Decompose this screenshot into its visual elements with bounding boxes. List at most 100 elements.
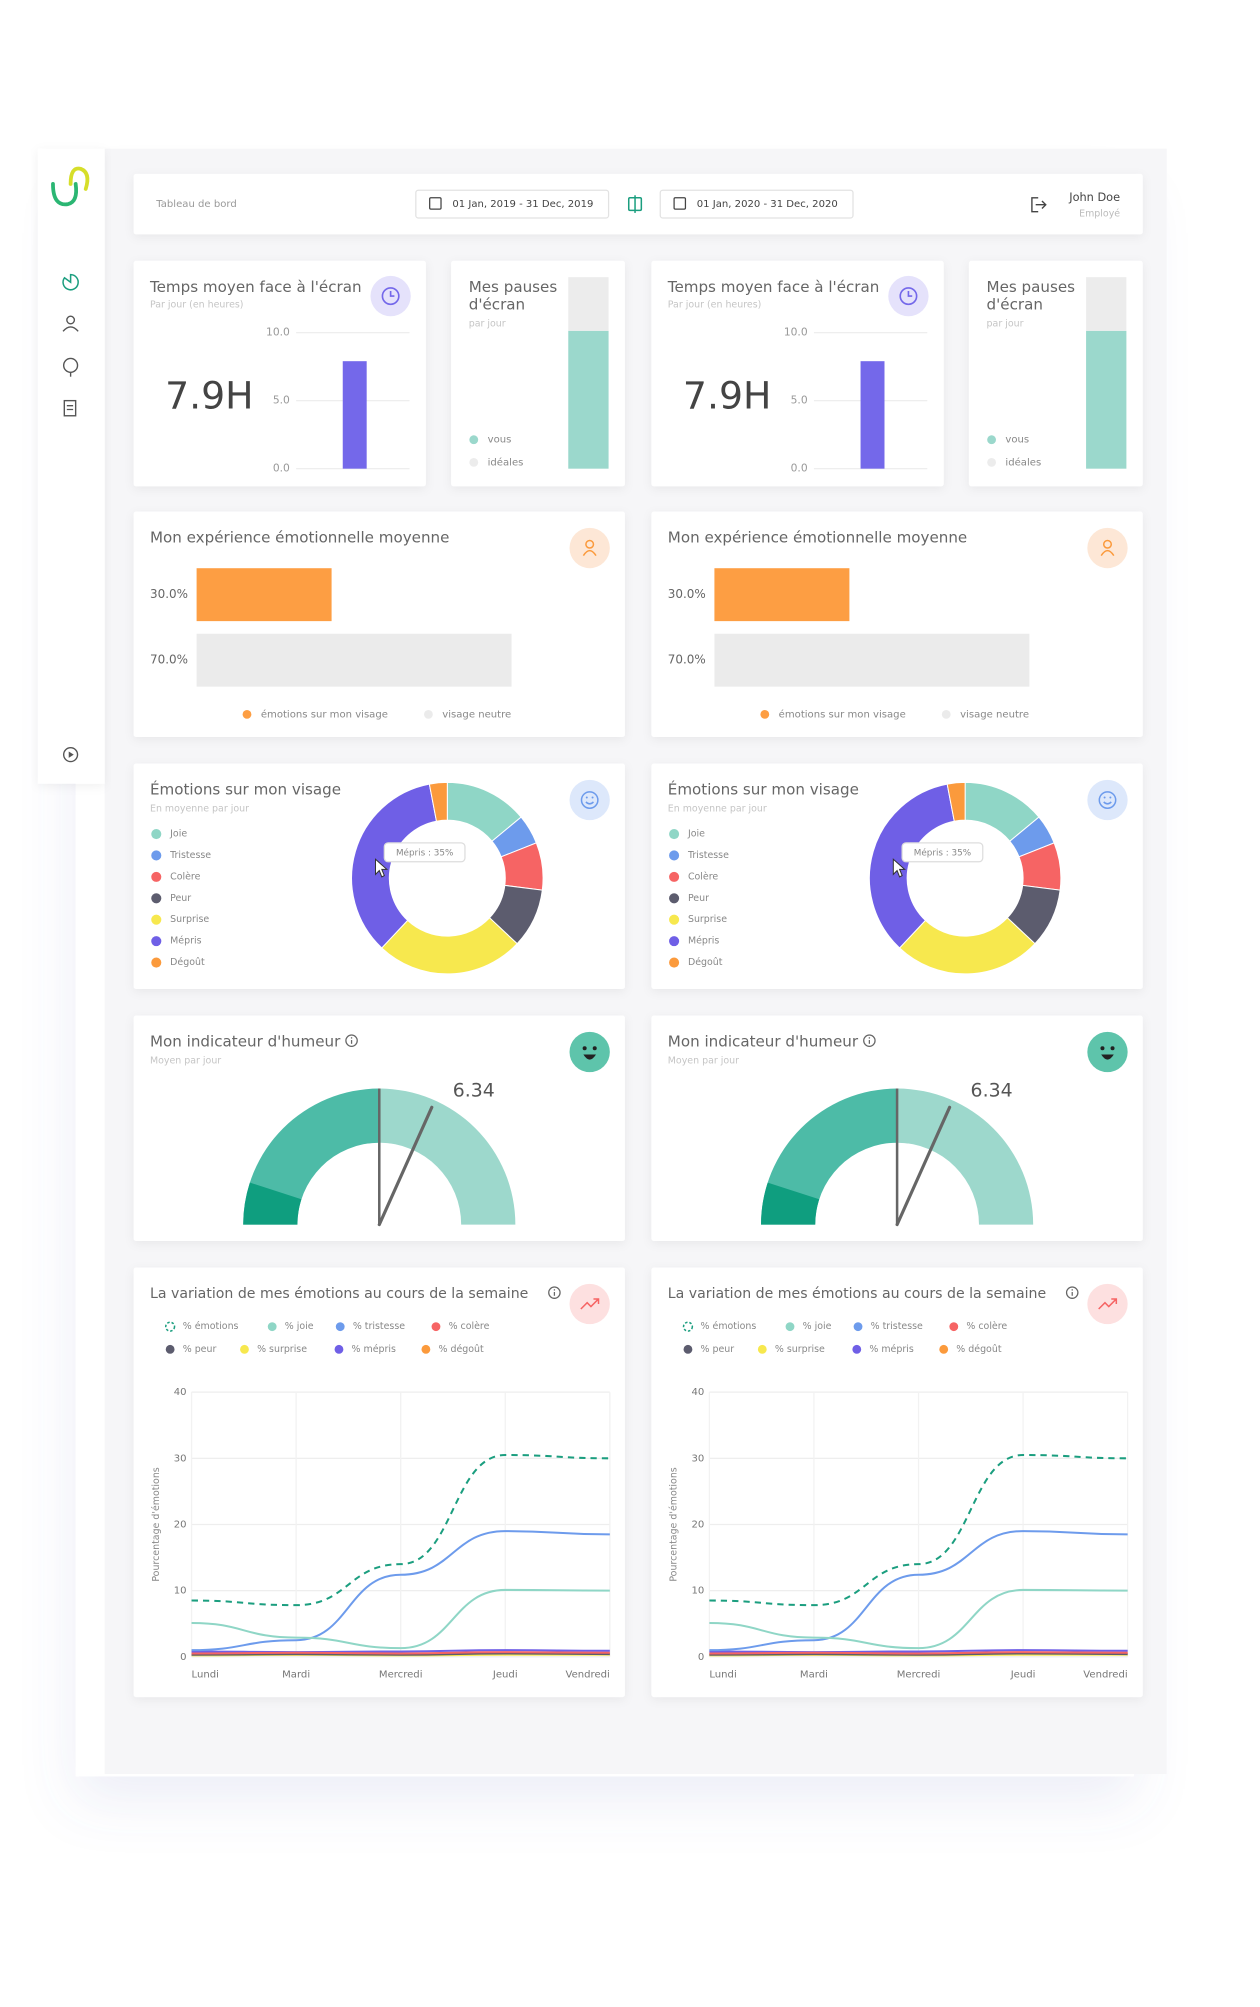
donut-slice <box>428 781 448 822</box>
big-value: 7.9H <box>165 374 253 418</box>
nav-icon[interactable] <box>62 747 79 763</box>
icon <box>1103 796 1106 799</box>
card-title: La variation de mes émotions au cours de… <box>150 1286 528 1302</box>
legend-label: % peur <box>701 1344 735 1355</box>
card-subtitle: par jour <box>469 318 506 329</box>
legend-dot <box>421 1344 431 1354</box>
nav-icon[interactable] <box>66 315 76 325</box>
legend-dot <box>334 1344 344 1354</box>
legend-dot <box>151 936 162 947</box>
info-icon <box>868 1037 871 1039</box>
y-tick-label: 0.0 <box>273 462 290 475</box>
page-title: Tableau de bord <box>155 199 236 210</box>
y-tick-label: 5.0 <box>791 394 808 407</box>
nav-icon[interactable] <box>66 405 74 411</box>
card-title: Mes pauses <box>469 278 558 296</box>
series-line <box>191 1454 610 1607</box>
card-icon-bg <box>1087 779 1128 821</box>
legend-dot <box>335 1322 345 1332</box>
nav-icon[interactable] <box>62 326 79 332</box>
y-tick-label: 10 <box>692 1586 705 1597</box>
y-tick-label: 20 <box>174 1519 187 1530</box>
legend-label: idéales <box>1005 456 1041 468</box>
x-tick-label: Mardi <box>800 1669 828 1680</box>
icon <box>580 1298 600 1310</box>
legend-label: visage neutre <box>442 709 511 720</box>
legend-label: Peur <box>688 893 709 904</box>
y-tick-label: 10.0 <box>784 326 808 339</box>
nav-icon[interactable] <box>68 751 74 758</box>
legend-label: % émotions <box>183 1321 239 1332</box>
x-tick-label: Mardi <box>282 1669 310 1680</box>
legend-label: % surprise <box>775 1344 825 1355</box>
icon <box>1102 539 1113 549</box>
legend-dot <box>431 1322 441 1332</box>
card-title: Mon expérience émotionnelle moyenne <box>668 528 967 546</box>
series-line <box>709 1530 1128 1652</box>
card-subtitle: En moyenne par jour <box>150 803 249 814</box>
gauge-band <box>243 1182 302 1225</box>
info-icon <box>350 1037 353 1039</box>
legend-dot <box>852 1344 862 1354</box>
legend-label: visage neutre <box>960 709 1029 720</box>
nav-icon[interactable] <box>63 399 77 417</box>
legend-dot <box>939 1344 949 1354</box>
legend-dot <box>240 1344 249 1354</box>
y-axis-label: Pourcentage d'émotions <box>151 1467 162 1581</box>
icon <box>1109 796 1112 799</box>
logout-icon[interactable] <box>1031 197 1047 213</box>
y-tick-label: 0.0 <box>791 462 808 475</box>
legend-dot <box>267 1322 277 1332</box>
legend-label: vous <box>488 435 512 446</box>
nav-icon[interactable] <box>62 357 79 373</box>
donut-slice <box>946 781 966 822</box>
legend-dot <box>151 914 162 925</box>
bar <box>196 568 332 622</box>
legend-dot <box>669 829 680 840</box>
legend-label: Joie <box>687 829 705 840</box>
legend-label: Dégoût <box>170 957 205 968</box>
tooltip-text: Mépris : 35% <box>396 847 453 858</box>
info-icon <box>1065 1286 1079 1299</box>
legend-label: % joie <box>803 1321 832 1332</box>
card-subtitle: Moyen par jour <box>668 1055 739 1066</box>
legend-dot <box>151 957 162 968</box>
x-tick-label: Jeudi <box>1010 1669 1036 1680</box>
legend-label: Tristesse <box>687 850 729 861</box>
gauge-needle <box>895 1105 952 1227</box>
card-subtitle: par jour <box>987 318 1024 329</box>
x-tick-label: Vendredi <box>1083 1669 1127 1680</box>
calendar-icon <box>673 197 687 210</box>
x-tick-label: Lundi <box>192 1669 219 1680</box>
legend-dot <box>469 457 479 467</box>
bar <box>714 568 850 622</box>
legend-dot <box>669 957 680 968</box>
icon <box>389 291 395 297</box>
nav-icon[interactable] <box>62 273 79 291</box>
series-line <box>709 1651 1128 1655</box>
card-subtitle: Par jour (en heures) <box>150 299 244 310</box>
icon <box>1100 1046 1105 1051</box>
legend-dot <box>424 709 433 719</box>
card-title: Mes pauses <box>987 278 1076 296</box>
legend-label: % dégoût <box>956 1344 1002 1355</box>
bar-segment <box>568 277 609 331</box>
tooltip-text: Mépris : 35% <box>914 847 971 858</box>
date-range[interactable] <box>415 189 610 219</box>
legend-dot <box>669 850 680 861</box>
icon <box>1098 1298 1118 1310</box>
logo <box>68 166 90 191</box>
legend-label: % surprise <box>257 1344 307 1355</box>
card-title: Temps moyen face à l'écran <box>667 278 880 296</box>
card-subtitle: Moyen par jour <box>150 1055 221 1066</box>
legend-label: % colère <box>966 1321 1007 1332</box>
legend-label: % mépris <box>352 1344 396 1355</box>
x-tick-label: Vendredi <box>565 1669 609 1680</box>
date-range[interactable] <box>659 189 854 219</box>
legend-dot <box>242 709 252 719</box>
legend-label: émotions sur mon visage <box>261 708 388 720</box>
card-title: d'écran <box>469 295 525 313</box>
legend-label: % tristesse <box>871 1321 923 1332</box>
legend-dot <box>949 1322 959 1332</box>
legend-dot <box>151 829 162 840</box>
